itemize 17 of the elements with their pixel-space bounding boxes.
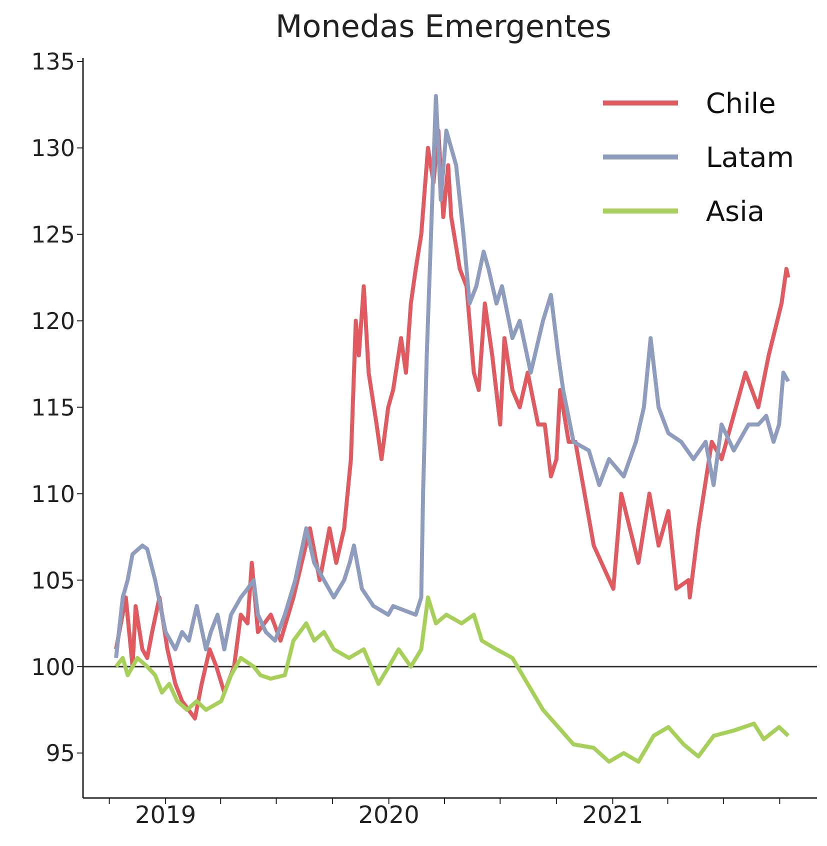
legend-label: Latam [706,140,794,174]
y-tick-label: 100 [31,654,75,681]
line-series [114,595,790,764]
y-tick-label: 120 [31,308,75,335]
y-tick-label: 105 [31,568,75,594]
x-tick-label: 2019 [135,801,196,830]
y-tick-label: 135 [31,50,75,76]
y-tick-label: 130 [31,136,75,162]
x-tick-label: 2020 [358,801,420,830]
legend-label: Chile [706,86,776,120]
chart-title: Monedas Emergentes [274,8,612,46]
legend-label: Asia [706,194,765,228]
y-tick-label: 125 [31,222,75,249]
y-tick-label: 110 [31,482,75,508]
y-tick-label: 115 [31,395,75,422]
x-tick-label: 2021 [582,801,644,830]
y-tick-label: 95 [46,741,75,768]
